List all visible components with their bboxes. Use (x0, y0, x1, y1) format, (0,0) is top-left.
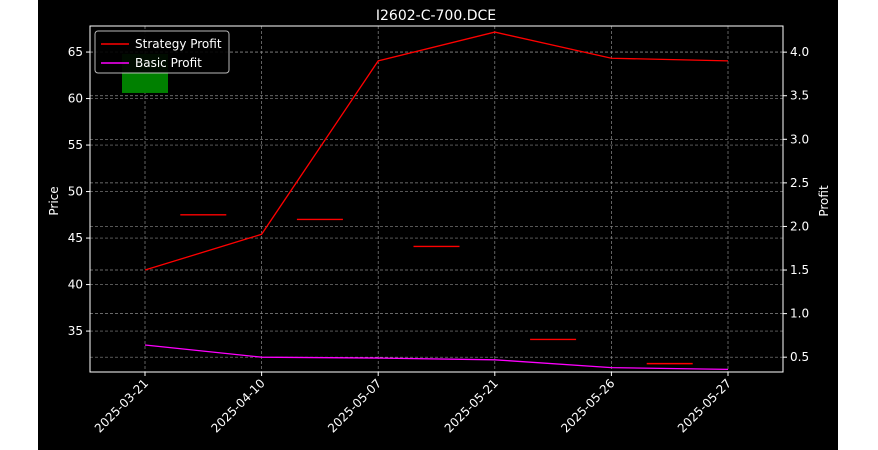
chart-marks (122, 31, 729, 371)
x-tick-label: 2025-05-27 (675, 376, 734, 435)
y2-tick-label: 2.0 (790, 219, 809, 233)
y-tick-label: 35 (68, 324, 83, 338)
y2-tick-label: 4.0 (790, 45, 809, 59)
chart-figure: I2602-C-700.DCE Price Profit 35 40 45 50 55 6… (38, 0, 838, 450)
grid (90, 26, 783, 372)
legend: Strategy Profit Basic Profit (94, 30, 230, 74)
series-line-0 (144, 31, 729, 271)
axes: 35 40 45 50 55 60 65 0.5 1.0 1.5 2.0 2.5 3.0 3.5 4.0 20… (68, 25, 809, 435)
plot-frame (89, 25, 784, 373)
legend-label: Basic Profit (135, 56, 202, 70)
y-tick-label: 50 (68, 185, 83, 199)
x-tick-label: 2025-04-10 (209, 376, 268, 435)
y-tick-label: 65 (68, 45, 83, 59)
y-tick-label: 45 (68, 231, 83, 245)
series-line-1 (144, 344, 729, 371)
chart-svg: I2602-C-700.DCE Price Profit 35 40 45 50 55 6… (47, 8, 831, 435)
x-tick-label: 2025-05-07 (325, 376, 384, 435)
y2-tick-label: 0.5 (790, 350, 809, 364)
y-axis-label: Price (47, 186, 61, 215)
y2-tick-label: 2.5 (790, 176, 809, 190)
y2-tick-label: 1.0 (790, 307, 809, 321)
x-tick-label: 2025-05-26 (558, 376, 617, 435)
y-tick-label: 40 (68, 278, 83, 292)
y-tick-label: 60 (68, 92, 83, 106)
y2-tick-label: 3.5 (790, 89, 809, 103)
y2-tick-label: 1.5 (790, 263, 809, 277)
chart-title: I2602-C-700.DCE (376, 8, 496, 24)
y2-axis-label: Profit (817, 185, 831, 217)
y-tick-label: 55 (68, 138, 83, 152)
y2-tick-label: 3.0 (790, 132, 809, 146)
x-tick-label: 2025-05-21 (442, 376, 501, 435)
legend-label: Strategy Profit (135, 37, 222, 51)
x-tick-label: 2025-03-21 (92, 376, 151, 435)
